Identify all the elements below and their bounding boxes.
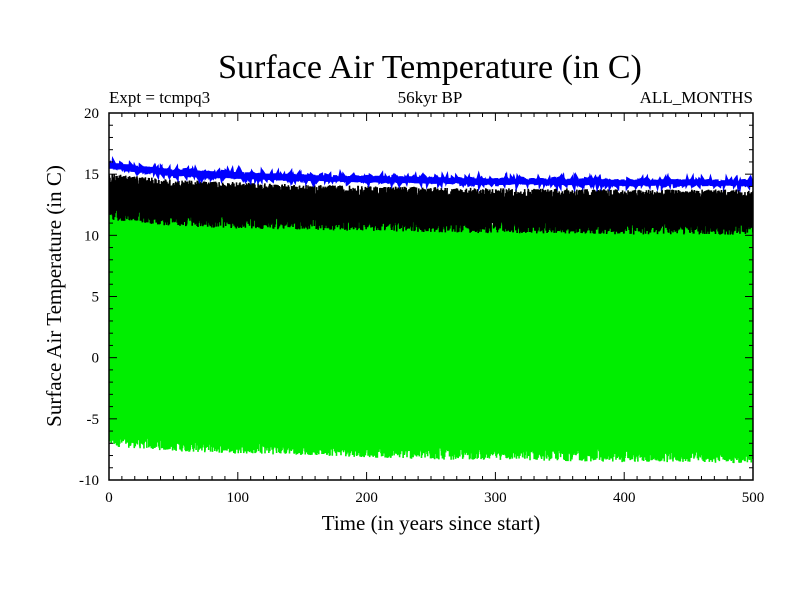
y-tick-label: 15: [84, 167, 99, 183]
series-layer: [109, 156, 753, 464]
chart-title: Surface Air Temperature (in C): [218, 49, 642, 86]
y-axis-label: Surface Air Temperature (in C): [42, 165, 66, 427]
series-1-line: [109, 174, 753, 235]
x-tick-label: 300: [484, 490, 507, 506]
series-2-line: [109, 156, 753, 193]
y-tick-label: 10: [84, 228, 99, 244]
chart-subtitle-right: ALL_MONTHS: [640, 88, 753, 107]
y-tick-label: 0: [92, 351, 100, 367]
series-0-line: [109, 201, 753, 464]
ticks-layer: 0 100 200 300 400 500 -10 -5 0 5 10 15 20: [79, 106, 764, 506]
x-axis-label: Time (in years since start): [322, 511, 541, 535]
chart-subtitle-center: 56kyr BP: [398, 88, 463, 107]
y-tick-label: 5: [92, 290, 100, 306]
x-tick-label: 100: [227, 490, 250, 506]
x-tick-label: 400: [613, 490, 636, 506]
x-tick-label: 500: [742, 490, 765, 506]
x-tick-label: 200: [355, 490, 378, 506]
y-tick-label: -10: [79, 473, 99, 489]
y-tick-label: -5: [87, 412, 100, 428]
x-tick-label: 0: [105, 490, 113, 506]
y-tick-label: 20: [84, 106, 99, 122]
chart-subtitle-left: Expt = tcmpq3: [109, 88, 210, 107]
